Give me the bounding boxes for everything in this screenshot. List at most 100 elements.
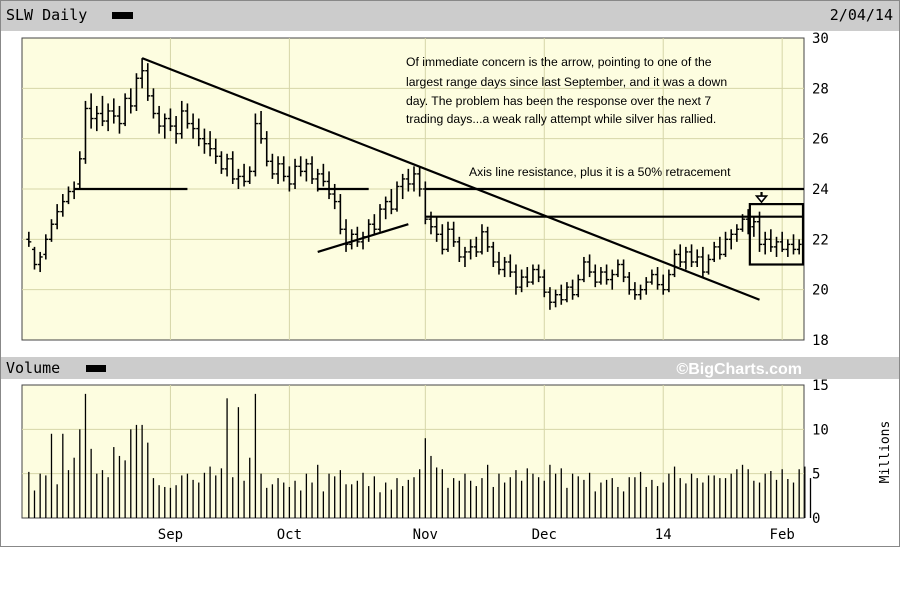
price-y-tick-label: 30 — [812, 31, 829, 47]
ohlc-bar — [218, 151, 224, 174]
volume-grid — [22, 385, 804, 518]
ohlc-bar — [660, 274, 666, 295]
ohlc-bar — [400, 173, 406, 200]
ohlc-bar — [247, 166, 253, 184]
ohlc-bar — [541, 269, 547, 298]
ohlc-bar — [88, 93, 94, 129]
ohlc-bar — [111, 98, 117, 124]
price-y-ticks: 18 20 22 24 26 28 30 — [812, 31, 829, 349]
ohlc-bar — [456, 236, 462, 262]
volume-axis-unit: Millions — [878, 421, 893, 484]
price-y-tick-label: 24 — [812, 182, 829, 198]
ohlc-bar — [609, 269, 615, 290]
ohlc-bar — [122, 93, 128, 127]
ohlc-bar — [337, 194, 343, 235]
ohlc-bar — [524, 267, 530, 288]
volume-plot-area — [21, 384, 805, 519]
volume-header-bar — [1, 357, 899, 379]
ohlc-bar — [502, 256, 508, 278]
resistance-label: Axis line resistance, plus it is a 50% r… — [469, 165, 731, 179]
x-tick-label: 14 — [655, 527, 672, 543]
ohlc-bar — [405, 168, 411, 192]
ohlc-bar — [768, 229, 774, 252]
trendline — [141, 57, 760, 301]
ohlc-bar — [558, 284, 564, 305]
bigcharts-watermark: ©BigCharts.com — [676, 361, 802, 378]
ohlc-bar — [672, 249, 678, 278]
ohlc-bar — [615, 259, 621, 278]
ohlc-bar — [320, 163, 326, 187]
ohlc-bar — [621, 259, 627, 283]
price-legend-swatch — [112, 12, 133, 19]
ohlc-bar — [649, 269, 655, 285]
ohlc-bar — [655, 267, 661, 290]
ohlc-bar — [196, 118, 202, 147]
ohlc-bar — [598, 267, 604, 285]
price-y-tick-label: 20 — [812, 283, 829, 299]
ohlc-bar — [553, 289, 559, 308]
ohlc-bar — [632, 282, 638, 300]
ohlc-bar — [162, 113, 168, 139]
ohlc-bar — [343, 219, 349, 252]
price-y-tick-label: 26 — [812, 132, 829, 148]
ohlc-bar — [592, 264, 598, 288]
ohlc-bar — [564, 282, 570, 303]
ohlc-bar — [31, 246, 37, 270]
ohlc-bar — [507, 254, 513, 278]
ohlc-bar — [723, 231, 729, 257]
ohlc-bar — [383, 196, 389, 220]
ohlc-bar — [785, 239, 791, 257]
annotation-overlays — [74, 57, 805, 301]
price-bars — [26, 58, 802, 310]
ohlc-bar — [734, 224, 740, 242]
ohlc-bar — [309, 156, 315, 184]
volume-y-tick-label: 10 — [812, 422, 829, 438]
price-header-bar — [1, 1, 899, 31]
ohlc-bar — [315, 168, 321, 192]
ohlc-bar — [547, 287, 553, 310]
ohlc-bar — [666, 269, 672, 293]
ohlc-bar — [377, 204, 383, 232]
price-y-tick-label: 28 — [812, 81, 829, 97]
ohlc-bar — [37, 251, 43, 273]
down-arrow-head — [754, 195, 769, 204]
ohlc-bar — [638, 284, 644, 300]
price-y-tick-label: 22 — [812, 232, 829, 248]
ohlc-bar — [791, 234, 797, 255]
ohlc-bar — [139, 58, 145, 89]
ohlc-bar — [700, 246, 706, 278]
ohlc-bar — [201, 128, 207, 154]
ohlc-bar — [762, 231, 768, 255]
ohlc-bar — [281, 156, 287, 182]
ohlc-bar — [150, 88, 156, 119]
ohlc-bar — [473, 236, 479, 257]
ohlc-bar — [60, 194, 66, 217]
ohlc-bar — [451, 221, 457, 247]
volume-title: Volume — [6, 359, 60, 377]
ohlc-bar — [99, 95, 105, 127]
ohlc-bar — [326, 171, 332, 200]
ohlc-bar — [145, 63, 151, 101]
ohlc-bar — [167, 108, 173, 132]
ohlc-bar — [428, 211, 434, 235]
ohlc-bar — [156, 105, 162, 134]
chart-date: 2/04/14 — [830, 6, 893, 24]
ohlc-bar — [479, 224, 485, 255]
ohlc-bar — [485, 226, 491, 252]
ohlc-bar — [207, 131, 213, 157]
ohlc-bar — [241, 163, 247, 187]
trendline — [317, 223, 409, 253]
volume-y-ticks: 0 5 10 15 — [812, 378, 829, 527]
ohlc-bar — [286, 166, 292, 192]
ohlc-bar — [179, 100, 185, 139]
ohlc-bar — [462, 246, 468, 268]
ohlc-bar — [626, 272, 632, 295]
ohlc-bar — [434, 216, 440, 242]
ohlc-bar — [230, 151, 236, 184]
x-tick-label: Sep — [158, 527, 183, 543]
ohlc-bar — [417, 166, 423, 197]
ohlc-bar — [105, 103, 111, 132]
ohlc-bar — [235, 168, 241, 189]
ohlc-bar — [694, 249, 700, 268]
